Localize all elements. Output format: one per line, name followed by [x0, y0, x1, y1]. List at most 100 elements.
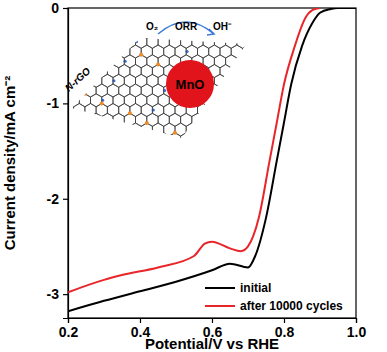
hexagon — [243, 45, 254, 58]
hexagon — [214, 191, 225, 204]
hexagon — [152, 143, 163, 156]
hexagon — [248, 55, 259, 68]
hexagon — [79, 211, 90, 224]
o-group — [286, 53, 290, 57]
hexagon — [192, 211, 203, 224]
hexagon — [254, 123, 265, 136]
hexagon — [62, 45, 73, 58]
hexagon — [79, 35, 90, 48]
o-group — [156, 63, 160, 67]
hexagon — [203, 191, 214, 204]
hexagon — [62, 26, 73, 39]
hexagon — [124, 172, 135, 185]
hexagon — [136, 133, 147, 146]
hexagon — [254, 143, 265, 156]
hexagon — [203, 211, 214, 224]
tick-label: 0.2 — [59, 324, 79, 340]
hexagon — [203, 172, 214, 185]
n-atom — [219, 206, 222, 209]
hexagon — [158, 191, 169, 204]
hexagon — [124, 211, 135, 224]
hexagon — [254, 162, 265, 175]
hexagon — [130, 123, 141, 136]
hexagon — [243, 84, 254, 97]
o-group — [162, 189, 166, 193]
hexagon — [282, 152, 293, 165]
hexagon — [175, 182, 186, 195]
hexagon — [226, 211, 237, 224]
hexagon — [102, 211, 113, 224]
chart: 0.20.40.60.81.0-3-2-10Potential/V vs RHE… — [0, 0, 387, 352]
o-group — [117, 170, 121, 174]
hexagon — [248, 94, 259, 107]
tick-label: 0 — [51, 0, 59, 16]
o-group — [128, 111, 132, 115]
hexagon — [209, 104, 220, 117]
annotation: ORR — [175, 21, 198, 32]
hexagon — [113, 191, 124, 204]
hexagon — [91, 191, 102, 204]
y-axis: -3-2-10 — [47, 0, 69, 318]
hexagon — [91, 113, 102, 126]
annotation: MnO — [176, 77, 205, 92]
hexagon — [254, 45, 265, 58]
hexagon — [107, 123, 118, 136]
hexagon — [198, 123, 209, 136]
hexagon — [102, 133, 113, 146]
hexagon — [209, 123, 220, 136]
hexagon — [282, 211, 293, 224]
hexagon — [271, 35, 282, 48]
hexagon — [198, 143, 209, 156]
n-atom — [242, 167, 245, 170]
hexagon — [68, 211, 79, 224]
n-atom — [191, 157, 194, 160]
hexagon — [119, 26, 130, 39]
hexagon — [214, 211, 225, 224]
hexagon — [231, 162, 242, 175]
hexagon — [96, 182, 107, 195]
hexagon — [243, 123, 254, 136]
hexagon — [74, 182, 85, 195]
hexagon — [119, 162, 130, 175]
hexagon — [74, 45, 85, 58]
hexagon — [74, 123, 85, 136]
o-group — [66, 24, 70, 28]
o-group — [241, 33, 245, 37]
hexagon — [141, 162, 152, 175]
hexagon — [282, 191, 293, 204]
n-atom — [180, 177, 183, 180]
hexagon — [220, 143, 231, 156]
hexagon — [62, 182, 73, 195]
hexagon — [147, 133, 158, 146]
hexagon — [124, 152, 135, 165]
o-group — [207, 209, 211, 213]
hexagon — [85, 45, 96, 58]
n-atom — [214, 118, 217, 121]
hexagon — [124, 191, 135, 204]
hexagon — [96, 45, 107, 58]
hexagon — [141, 182, 152, 195]
plot-frame — [68, 8, 356, 318]
hexagon — [136, 152, 147, 165]
hexagon — [79, 172, 90, 185]
hexagon — [147, 152, 158, 165]
hexagon — [141, 143, 152, 156]
hexagon — [85, 182, 96, 195]
hexagon — [226, 191, 237, 204]
hexagon — [152, 123, 163, 136]
hexagon — [158, 211, 169, 224]
hexagon — [237, 55, 248, 68]
hexagon — [192, 133, 203, 146]
hexagon — [181, 133, 192, 146]
tick: -3 — [47, 286, 68, 302]
o-group — [246, 102, 250, 106]
hexagon — [130, 182, 141, 195]
hexagon — [192, 172, 203, 185]
hexagon — [102, 113, 113, 126]
hexagon — [136, 172, 147, 185]
n-atom — [169, 196, 172, 199]
hexagon — [243, 104, 254, 117]
hexagon — [237, 191, 248, 204]
hexagon — [220, 104, 231, 117]
hexagon — [113, 172, 124, 185]
